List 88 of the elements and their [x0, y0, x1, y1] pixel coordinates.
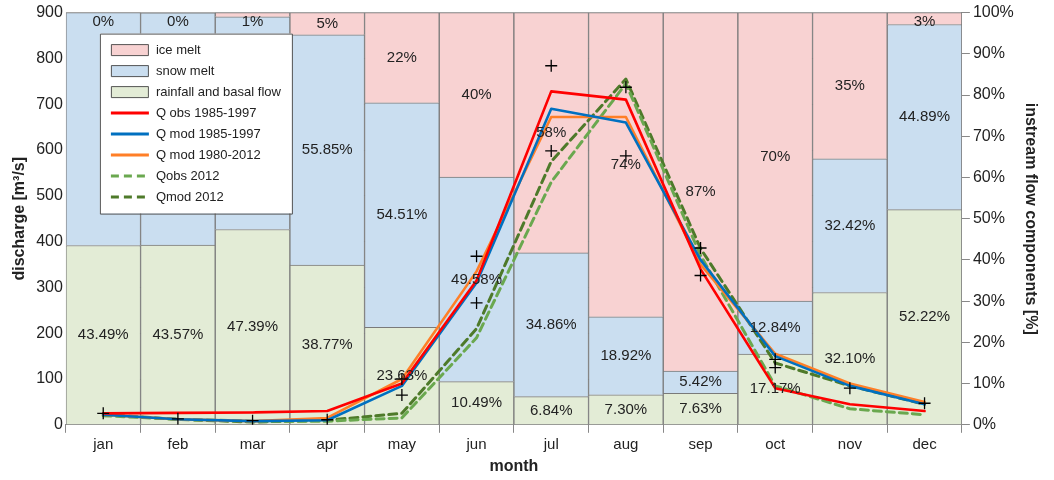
y-tick-label: 900 — [36, 3, 63, 21]
data-label: 54.51% — [376, 205, 428, 223]
point — [96, 406, 110, 420]
x-tick-label: may — [387, 434, 417, 452]
point — [320, 413, 334, 425]
data-label: 0% — [167, 11, 189, 29]
x-tick-label: jun — [465, 434, 487, 452]
point — [395, 388, 409, 402]
y-axis-title: discharge [m³/s] — [10, 156, 28, 281]
y-tick-label: 400 — [36, 232, 63, 250]
y2-tick-label: 80% — [972, 85, 1005, 103]
point — [245, 414, 260, 425]
data-label: 1% — [241, 11, 264, 29]
x-tick-label: jul — [542, 434, 559, 452]
x-tick-label: apr — [316, 434, 339, 452]
y-tick-label: 800 — [36, 48, 63, 66]
y2-axis-title: instream flow components [%] — [1022, 102, 1040, 335]
x-tick-label: aug — [613, 434, 639, 452]
point — [544, 59, 558, 73]
legend-label: rainfall and basal flow — [155, 83, 282, 99]
x-tick-label: mar — [239, 434, 266, 452]
data-label: 7.30% — [604, 399, 648, 417]
y-tick-label: 0 — [53, 415, 63, 433]
point — [693, 241, 708, 255]
legend-label: Q mod 1985-1997 — [155, 125, 261, 141]
x-tick-label: dec — [912, 434, 938, 452]
x-tick-label: oct — [765, 434, 787, 452]
data-label: 6.84% — [529, 400, 573, 418]
data-label: 38.77% — [301, 334, 353, 352]
legend-label: Q mod 1980-2012 — [155, 146, 261, 162]
y2-tick-label: 40% — [972, 250, 1005, 268]
y2-tick-label: 100% — [972, 3, 1014, 21]
point — [619, 80, 633, 94]
legend-label: Qmod 2012 — [155, 188, 224, 204]
data-label: 34.86% — [525, 314, 577, 332]
legend-label: snow melt — [155, 62, 215, 78]
point — [469, 249, 484, 263]
y-tick-label: 200 — [36, 323, 63, 341]
y-tick-label: 700 — [36, 94, 63, 112]
y-tick-label: 300 — [36, 277, 63, 295]
y2-tick-label: 70% — [972, 126, 1005, 144]
x-tick-label: feb — [167, 434, 189, 452]
data-label: 22% — [386, 47, 417, 65]
y-tick-label: 600 — [36, 140, 63, 158]
point — [544, 144, 558, 158]
y2-tick-label: 20% — [972, 332, 1005, 350]
y2-tick-label: 10% — [972, 373, 1005, 391]
x-axis-title: month — [489, 456, 539, 474]
y2-tick-label: 50% — [972, 209, 1005, 227]
data-label: 87% — [685, 181, 716, 199]
x-tick-label: sep — [688, 434, 713, 452]
y2-tick-label: 0% — [972, 415, 996, 433]
data-label: 12.84% — [749, 317, 801, 335]
data-label: 18.92% — [600, 345, 652, 363]
data-label: 44.89% — [899, 107, 950, 125]
data-label: 0% — [92, 11, 115, 29]
data-label: 3% — [913, 11, 936, 29]
point — [768, 352, 782, 366]
y-tick-label: 100 — [36, 369, 63, 387]
point — [693, 268, 708, 283]
data-label: 32.42% — [824, 215, 876, 233]
data-label: 43.57% — [152, 324, 204, 342]
data-label: 7.63% — [679, 398, 722, 416]
data-label: 47.39% — [227, 317, 278, 335]
y2-tick-label: 60% — [972, 167, 1005, 185]
point — [917, 396, 932, 410]
y2-tick-label: 30% — [972, 291, 1005, 309]
data-label: 43.49% — [77, 325, 129, 343]
x-tick-label: jan — [92, 434, 114, 452]
data-label: 32.10% — [824, 348, 876, 366]
data-label: 35% — [834, 75, 865, 93]
data-label: 40% — [461, 85, 492, 103]
data-label: 74% — [610, 154, 641, 172]
data-label: 70% — [760, 146, 791, 164]
point — [171, 412, 185, 425]
data-label: 5.42% — [679, 372, 722, 390]
data-label: 52.22% — [899, 307, 950, 325]
data-label: 5% — [316, 13, 339, 31]
legend-label: ice melt — [155, 41, 202, 57]
legend-label: Q obs 1985-1997 — [155, 104, 257, 120]
point — [469, 296, 484, 310]
data-label: 10.49% — [451, 393, 502, 411]
x-tick-label: nov — [837, 434, 863, 452]
legend-label: Qobs 2012 — [155, 167, 220, 183]
data-label: 55.85% — [301, 140, 353, 158]
point — [843, 381, 857, 395]
y-tick-label: 500 — [36, 186, 63, 204]
y2-tick-label: 90% — [972, 44, 1005, 62]
